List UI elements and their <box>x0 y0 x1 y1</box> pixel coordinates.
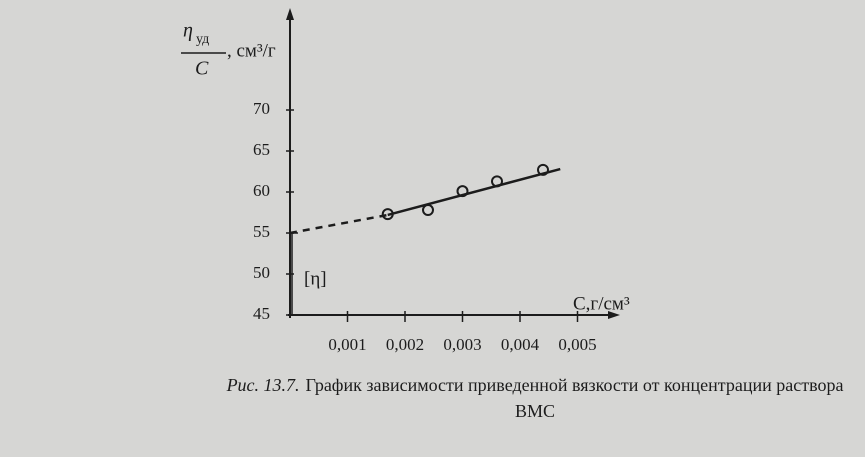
intercept-label: [η] <box>304 268 327 289</box>
y-arrow <box>286 8 294 20</box>
caption: Рис. 13.7. График зависимости приведенной… <box>215 372 855 424</box>
y-label-subscript: уд <box>196 32 209 47</box>
x-arrow <box>608 311 620 319</box>
caption-label: Рис. 13.7. <box>226 375 300 395</box>
x-tick-label: 0,003 <box>443 335 481 354</box>
dashed-line <box>289 213 388 235</box>
x-tick-label: 0,004 <box>501 335 540 354</box>
y-tick-label: 65 <box>253 140 270 159</box>
y-tick-label: 70 <box>253 99 270 118</box>
solid-line <box>387 167 561 217</box>
x-tick-label: 0,002 <box>386 335 424 354</box>
x-tick-label: 0,001 <box>328 335 366 354</box>
y-tick-label: 60 <box>253 181 270 200</box>
y-tick-label: 50 <box>253 263 270 282</box>
y-label-numerator: η <box>183 20 193 42</box>
x-label: C,г/см³ <box>573 293 630 314</box>
y-label-denominator: C <box>195 58 209 80</box>
y-tick-label: 45 <box>253 304 270 323</box>
data-point <box>422 204 434 217</box>
caption-text: График зависимости приведенной вязкости … <box>305 375 844 421</box>
chart: η уд C , см³/г C,г/см³ 45 50 55 60 65 70 0,001… <box>181 8 630 354</box>
y-tick-label: 55 <box>253 222 270 241</box>
y-label-unit: , см³/г <box>227 40 276 61</box>
x-tick-label: 0,005 <box>558 335 596 354</box>
